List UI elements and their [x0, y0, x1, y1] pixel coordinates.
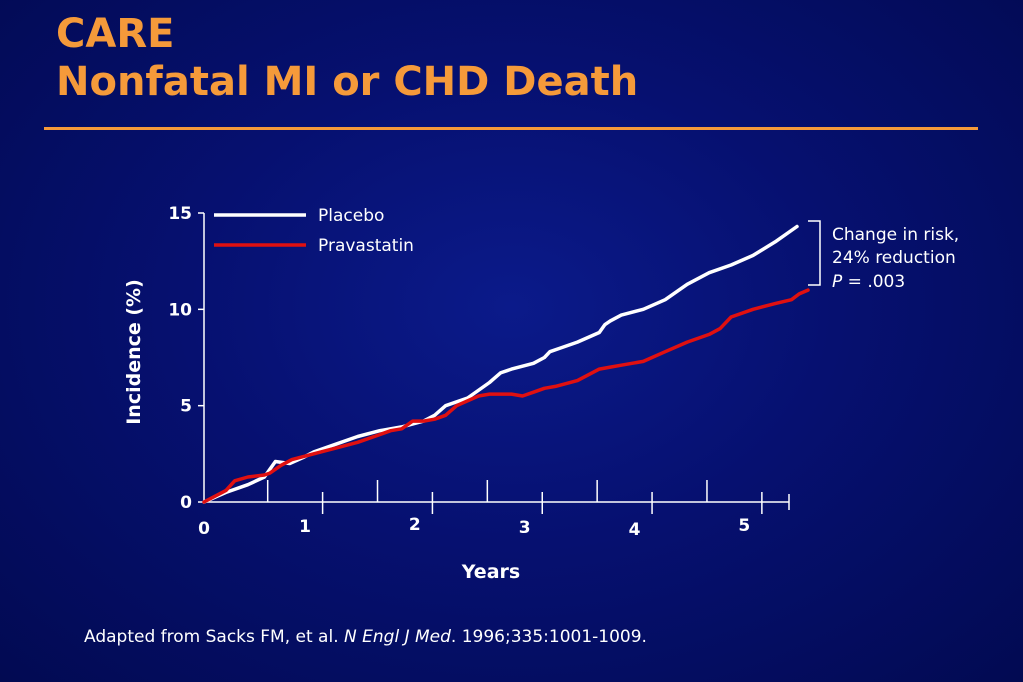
series-line-placebo [202, 224, 799, 504]
y-tick-label: 0 [180, 493, 192, 513]
title-underline [44, 127, 978, 130]
p-value: = .003 [842, 272, 905, 292]
x-tick-label: 5 [738, 516, 750, 536]
slide-title: CARE Nonfatal MI or CHD Death [56, 10, 638, 106]
x-tick-label: 0 [198, 519, 210, 539]
y-axis-label: Incidence (%) [123, 279, 145, 425]
x-tick-label: 3 [519, 518, 531, 538]
annotation-line-2: 24% reduction [832, 248, 956, 268]
y-tick-label: 5 [180, 397, 192, 417]
title-line-2: Nonfatal MI or CHD Death [56, 59, 639, 105]
chart-legend: Placebo Pravastatin [214, 206, 414, 256]
legend-label-pravastatin: Pravastatin [318, 236, 414, 256]
series-line-pravastatin [202, 288, 810, 504]
x-tick-label: 4 [629, 520, 641, 540]
annotation-line-1: Change in risk, [832, 225, 959, 245]
citation: Adapted from Sacks FM, et al. N Engl J M… [84, 627, 647, 647]
citation-prefix: Adapted from Sacks FM, et al. [84, 627, 345, 647]
citation-journal: N Engl J Med [344, 627, 451, 647]
risk-annotation: Change in risk, 24% reduction P = .003 [808, 220, 959, 292]
x-tick-label: 1 [299, 517, 311, 537]
citation-suffix: . 1996;335:1001-1009. [450, 627, 647, 647]
y-tick-label: 15 [168, 204, 192, 224]
x-axis-label: Years [461, 561, 520, 583]
legend-label-placebo: Placebo [318, 206, 384, 226]
annotation-line-3: P = .003 [832, 272, 905, 292]
title-line-1: CARE [56, 11, 175, 57]
annotation-bracket [808, 220, 821, 286]
chart-ticks: 0 5 10 15 0 1 2 3 4 5 [168, 204, 790, 540]
chart-series [202, 224, 810, 504]
chart-axes [203, 213, 789, 503]
x-tick-label: 2 [409, 515, 421, 535]
p-symbol: P [832, 272, 843, 292]
y-tick-label: 10 [168, 300, 192, 320]
